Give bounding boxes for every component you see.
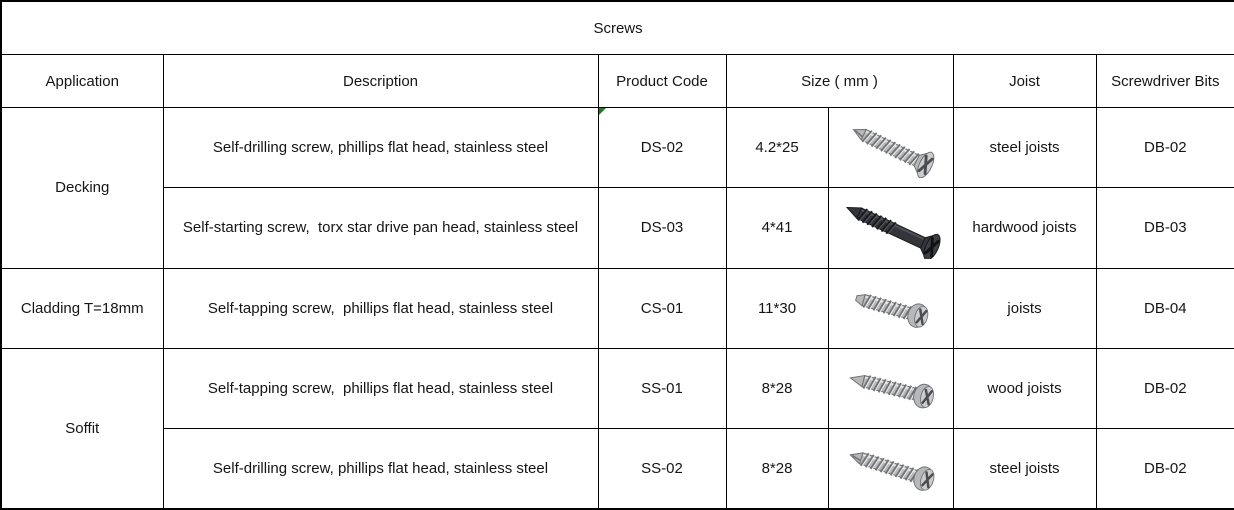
joist-cell[interactable]: joists: [952, 267, 1097, 349]
description-cell[interactable]: Self-tapping screw, phillips flat head, …: [162, 267, 599, 349]
self-drilling-pan-head-stainless-screw-photo: [831, 429, 951, 508]
table-row: Soffit Self-tapping screw, phillips flat…: [0, 347, 1234, 510]
screwdriver-bit-cell[interactable]: DB-02: [1095, 107, 1234, 189]
self-drilling-flat-head-stainless-screw-photo: [831, 109, 951, 187]
table-row: Decking Self-drilling screw, phillips fl…: [0, 107, 1234, 269]
product-code-cell[interactable]: CS-01: [597, 267, 727, 349]
screw-image-cell[interactable]: [827, 427, 954, 510]
size-cell[interactable]: 11*30: [725, 267, 829, 349]
screwdriver-bit-cell[interactable]: DB-04: [1095, 267, 1234, 349]
screwdriver-bit-cell[interactable]: DB-03: [1095, 187, 1234, 269]
screw-image-cell[interactable]: [827, 347, 954, 429]
col-header-product-code[interactable]: Product Code: [597, 54, 727, 109]
table-title[interactable]: Screws: [0, 0, 1234, 56]
col-header-joist[interactable]: Joist: [952, 54, 1097, 109]
application-cell-cladding[interactable]: Cladding T=18mm: [0, 267, 164, 349]
product-code-cell[interactable]: DS-03: [597, 187, 727, 269]
size-cell[interactable]: 8*28: [725, 427, 829, 510]
joist-cell[interactable]: steel joists: [952, 427, 1097, 510]
col-header-description[interactable]: Description: [162, 54, 599, 109]
product-code-cell[interactable]: SS-01: [597, 347, 727, 429]
table-row: Cladding T=18mm Self-tapping screw, phil…: [0, 267, 1234, 349]
table-title-row: Screws: [0, 0, 1234, 56]
screw-image-cell[interactable]: [827, 187, 954, 269]
screwdriver-bit-cell[interactable]: DB-02: [1095, 347, 1234, 429]
product-code-cell[interactable]: SS-02: [597, 427, 727, 510]
joist-cell[interactable]: hardwood joists: [952, 187, 1097, 269]
col-header-application[interactable]: Application: [0, 54, 164, 109]
description-cell[interactable]: Self-drilling screw, phillips flat head,…: [162, 427, 599, 510]
col-header-size[interactable]: Size ( mm ): [725, 54, 954, 109]
size-cell[interactable]: 8*28: [725, 347, 829, 429]
screw-image-cell[interactable]: [827, 107, 954, 189]
col-header-screwdriver-bits[interactable]: Screwdriver Bits: [1095, 54, 1234, 109]
size-cell[interactable]: 4*41: [725, 187, 829, 269]
screw-image-cell[interactable]: [827, 267, 954, 349]
excel-error-indicator-icon: [599, 108, 606, 116]
product-code-cell[interactable]: DS-02: [597, 107, 727, 189]
size-cell[interactable]: 4.2*25: [725, 107, 829, 189]
table-header-row: Application Description Product Code Siz…: [0, 54, 1234, 109]
description-cell[interactable]: Self-starting screw, torx star drive pan…: [162, 187, 599, 269]
joist-cell[interactable]: steel joists: [952, 107, 1097, 189]
product-code-value: DS-02: [640, 139, 684, 157]
application-cell-decking[interactable]: Decking: [0, 107, 164, 269]
table-row: Self-starting screw, torx star drive pan…: [1, 187, 1234, 269]
self-tapping-pan-head-stainless-screw-photo: [831, 269, 951, 347]
description-cell[interactable]: Self-tapping screw, phillips flat head, …: [162, 347, 599, 429]
joist-cell[interactable]: wood joists: [952, 347, 1097, 429]
self-tapping-pan-head-stainless-screw-photo: [831, 349, 951, 427]
self-starting-torx-drive-black-screw-photo: [831, 189, 951, 267]
application-cell-soffit[interactable]: Soffit: [0, 347, 164, 510]
description-cell[interactable]: Self-drilling screw, phillips flat head,…: [162, 107, 599, 189]
table-row: Self-drilling screw, phillips flat head,…: [1, 427, 1234, 510]
screwdriver-bit-cell[interactable]: DB-02: [1095, 427, 1234, 510]
